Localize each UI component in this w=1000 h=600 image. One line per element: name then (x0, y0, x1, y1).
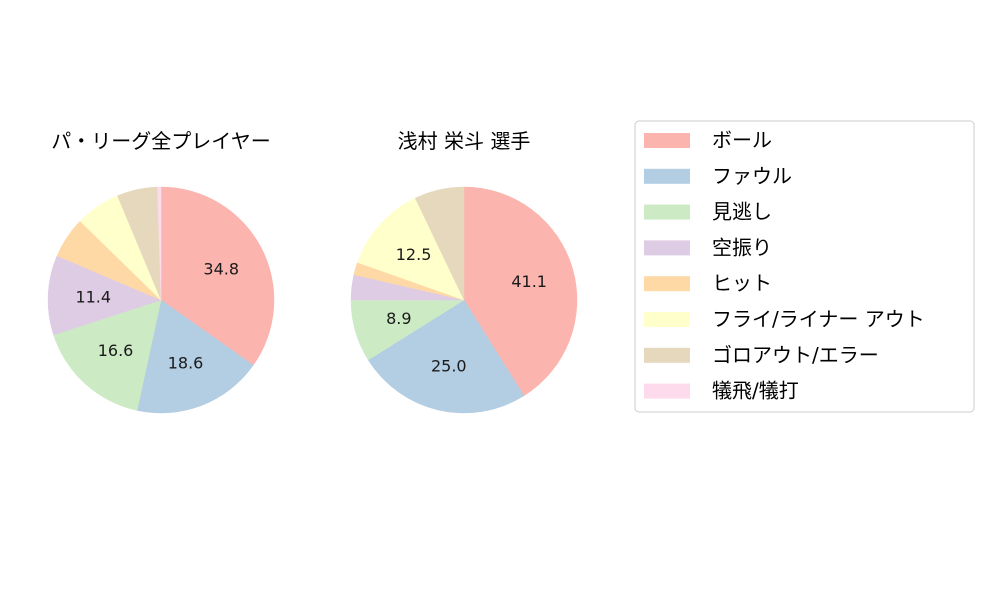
legend-swatch (644, 312, 690, 327)
pie-slice (136, 299, 254, 414)
legend-swatch (644, 383, 690, 399)
legend-label: 見逃し (712, 200, 772, 224)
legend-label: ヒット (712, 271, 772, 295)
slice-label: 34.8 (203, 259, 239, 278)
pie-slice (160, 186, 275, 366)
pie-slice (47, 255, 162, 336)
pie-chart-player: 浅村 栄斗 選手 41.1 25.0 8.9 12.5 (350, 129, 578, 414)
legend-frame (634, 120, 975, 413)
labels-league: 34.8 18.6 16.6 11.4 (75, 259, 239, 372)
slice-label: 8.9 (386, 309, 411, 328)
slice-label: 11.4 (75, 288, 111, 307)
labels-player: 41.1 25.0 8.9 12.5 (386, 245, 547, 375)
legend-swatch (644, 347, 690, 363)
pie-slice (53, 299, 162, 411)
legend-swatch (644, 240, 690, 256)
chart-title-league: パ・リーグ全プレイヤー (51, 129, 270, 153)
slice-label: 25.0 (431, 357, 467, 376)
legend-swatch (644, 168, 690, 184)
legend-swatch (644, 276, 690, 292)
legend-swatch (644, 204, 690, 220)
pie-slice (463, 186, 578, 397)
legend-label: 犠飛/犠打 (712, 379, 799, 403)
legend-swatch (644, 133, 690, 148)
slices-player (350, 186, 578, 414)
pie-slice (367, 299, 525, 414)
pie-slice (357, 197, 465, 301)
pie-slice (414, 186, 465, 301)
slice-label: 12.5 (396, 245, 432, 264)
slice-label: 41.1 (511, 272, 547, 291)
pie-chart-league: パ・リーグ全プレイヤー 34.8 18.6 16.6 11.4 (47, 129, 275, 414)
legend-label: ボール (712, 128, 772, 152)
legend-label: ゴロアウト/エラー (712, 343, 879, 367)
legend-label: フライ/ライナー アウト (712, 307, 925, 331)
pie-slice (157, 186, 162, 301)
slice-label: 18.6 (168, 354, 204, 373)
legend-label: ファウル (712, 164, 792, 188)
slices-league (47, 186, 275, 414)
legend-label: 空振り (712, 235, 772, 259)
slice-label: 16.6 (98, 341, 134, 360)
chart-title-player: 浅村 栄斗 選手 (398, 129, 531, 153)
